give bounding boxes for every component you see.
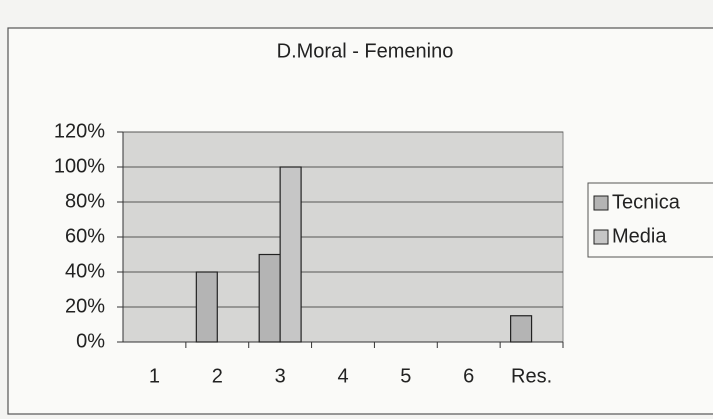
y-tick-label: 40% bbox=[65, 260, 105, 282]
bar bbox=[510, 315, 533, 343]
x-tick-label: 2 bbox=[212, 365, 223, 387]
y-tick-label: 100% bbox=[54, 155, 105, 177]
bar bbox=[279, 166, 302, 343]
y-tick-label: 60% bbox=[65, 225, 105, 247]
legend-box bbox=[587, 182, 713, 258]
x-tick-label: 6 bbox=[463, 365, 474, 387]
x-tick-label: Res. bbox=[511, 365, 552, 387]
x-tick-label: 3 bbox=[275, 365, 286, 387]
chart-title: D.Moral - Femenino bbox=[277, 40, 454, 62]
legend-swatch bbox=[593, 229, 609, 245]
x-tick-label: 4 bbox=[337, 365, 348, 387]
y-tick-label: 80% bbox=[65, 190, 105, 212]
x-tick-label: 5 bbox=[400, 365, 411, 387]
legend-swatch bbox=[593, 195, 609, 211]
y-tick-label: 120% bbox=[54, 120, 105, 142]
x-tick-label: 1 bbox=[149, 365, 160, 387]
legend-label: Tecnica bbox=[612, 191, 681, 213]
y-tick-label: 0% bbox=[76, 330, 105, 352]
bar bbox=[258, 253, 281, 343]
bar bbox=[195, 271, 218, 343]
y-tick-label: 20% bbox=[65, 295, 105, 317]
legend-label: Media bbox=[612, 225, 667, 247]
